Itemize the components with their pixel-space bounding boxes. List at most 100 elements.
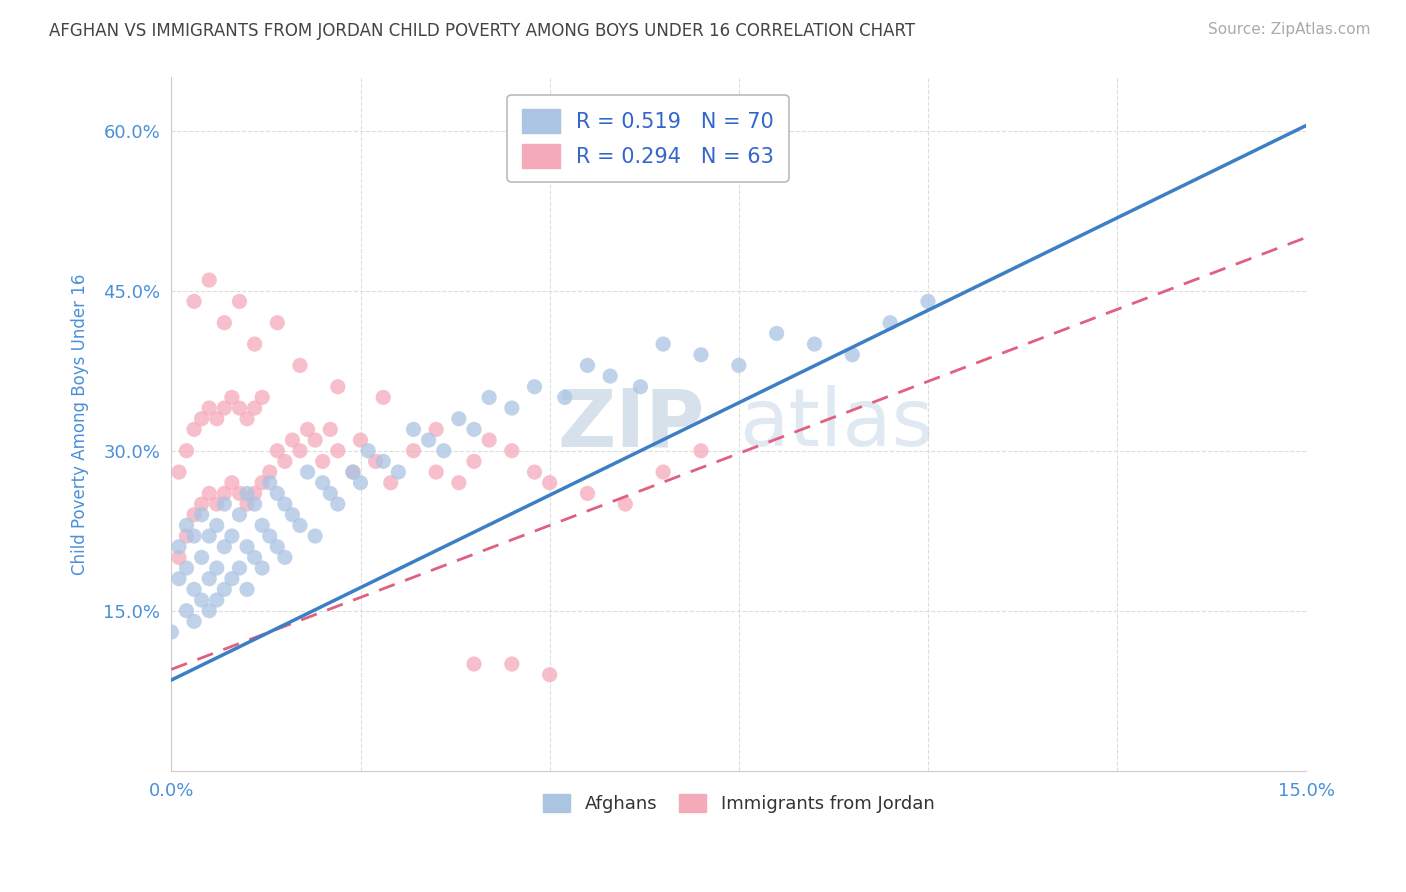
Point xyxy=(214,540,236,554)
Point xyxy=(538,475,561,490)
Point xyxy=(319,422,342,436)
Point xyxy=(221,529,243,543)
Point xyxy=(576,359,599,373)
Point xyxy=(364,454,387,468)
Point xyxy=(183,529,205,543)
Point xyxy=(357,443,380,458)
Point xyxy=(243,337,266,351)
Point xyxy=(183,508,205,522)
Point xyxy=(205,411,228,425)
Legend: Afghans, Immigrants from Jordan: Afghans, Immigrants from Jordan xyxy=(533,783,945,824)
Point xyxy=(167,550,190,565)
Point xyxy=(176,561,198,575)
Point xyxy=(501,657,523,671)
Point xyxy=(274,550,297,565)
Text: AFGHAN VS IMMIGRANTS FROM JORDAN CHILD POVERTY AMONG BOYS UNDER 16 CORRELATION C: AFGHAN VS IMMIGRANTS FROM JORDAN CHILD P… xyxy=(49,22,915,40)
Point xyxy=(463,454,485,468)
Point xyxy=(160,625,183,640)
Point xyxy=(214,316,236,330)
Point xyxy=(803,337,825,351)
Point xyxy=(221,475,243,490)
Point xyxy=(418,433,440,447)
Point xyxy=(274,497,297,511)
Point xyxy=(501,443,523,458)
Point xyxy=(652,337,675,351)
Point xyxy=(243,401,266,415)
Point xyxy=(250,475,273,490)
Point xyxy=(214,486,236,500)
Point xyxy=(281,508,304,522)
Point xyxy=(205,497,228,511)
Point xyxy=(523,465,546,479)
Point xyxy=(433,443,456,458)
Point xyxy=(183,422,205,436)
Point xyxy=(228,508,250,522)
Point xyxy=(243,497,266,511)
Point xyxy=(765,326,787,341)
Point xyxy=(236,497,259,511)
Point xyxy=(198,486,221,500)
Point xyxy=(266,316,288,330)
Point xyxy=(297,465,319,479)
Point xyxy=(266,486,288,500)
Point xyxy=(447,411,470,425)
Point xyxy=(917,294,939,309)
Point xyxy=(167,540,190,554)
Point xyxy=(198,572,221,586)
Point xyxy=(259,465,281,479)
Point xyxy=(319,486,342,500)
Point xyxy=(326,380,349,394)
Point xyxy=(478,391,501,405)
Y-axis label: Child Poverty Among Boys Under 16: Child Poverty Among Boys Under 16 xyxy=(72,273,89,574)
Point xyxy=(312,475,335,490)
Point xyxy=(690,443,713,458)
Point xyxy=(250,561,273,575)
Point xyxy=(281,433,304,447)
Point xyxy=(447,475,470,490)
Point xyxy=(236,582,259,597)
Point xyxy=(841,348,863,362)
Point xyxy=(190,497,212,511)
Point xyxy=(236,486,259,500)
Point xyxy=(349,433,371,447)
Point xyxy=(243,486,266,500)
Point xyxy=(373,454,395,468)
Point xyxy=(198,604,221,618)
Point xyxy=(501,401,523,415)
Text: ZIP: ZIP xyxy=(558,385,704,463)
Point xyxy=(167,572,190,586)
Point xyxy=(228,486,250,500)
Point xyxy=(478,433,501,447)
Point xyxy=(879,316,901,330)
Point xyxy=(576,486,599,500)
Point xyxy=(205,518,228,533)
Point xyxy=(297,422,319,436)
Point xyxy=(402,443,425,458)
Point xyxy=(228,561,250,575)
Point xyxy=(250,391,273,405)
Point xyxy=(614,497,637,511)
Point xyxy=(228,294,250,309)
Point xyxy=(198,529,221,543)
Point xyxy=(630,380,652,394)
Point xyxy=(727,359,749,373)
Point xyxy=(190,411,212,425)
Point xyxy=(463,422,485,436)
Point xyxy=(259,529,281,543)
Point xyxy=(554,391,576,405)
Text: atlas: atlas xyxy=(738,385,934,463)
Point xyxy=(387,465,409,479)
Point xyxy=(198,401,221,415)
Point xyxy=(326,443,349,458)
Point xyxy=(183,615,205,629)
Point xyxy=(214,401,236,415)
Point xyxy=(198,273,221,287)
Point xyxy=(425,422,447,436)
Point xyxy=(176,443,198,458)
Point xyxy=(205,561,228,575)
Point xyxy=(250,518,273,533)
Point xyxy=(167,465,190,479)
Text: Source: ZipAtlas.com: Source: ZipAtlas.com xyxy=(1208,22,1371,37)
Point xyxy=(599,369,621,384)
Point xyxy=(236,540,259,554)
